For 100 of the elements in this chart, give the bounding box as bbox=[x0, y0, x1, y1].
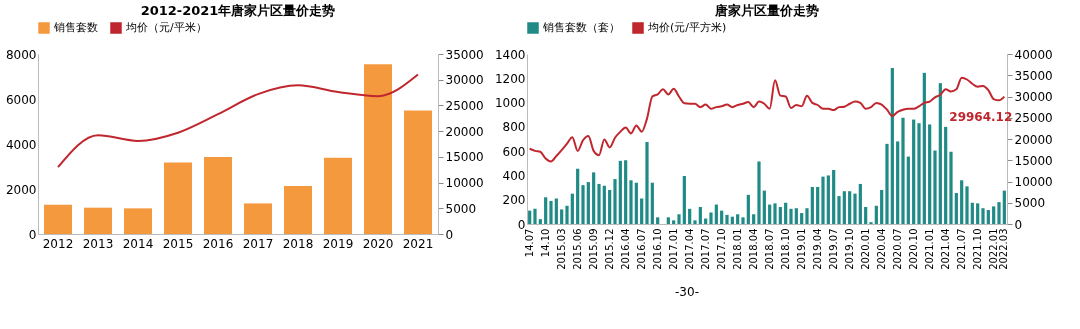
bar bbox=[746, 194, 750, 224]
bar bbox=[800, 213, 804, 224]
x-tick-label: 2021.04 bbox=[939, 228, 951, 270]
bar bbox=[874, 205, 878, 224]
bar bbox=[837, 196, 841, 224]
x-tick-label: 2020.10 bbox=[907, 228, 919, 270]
y2-tick-label: 15000 bbox=[445, 150, 484, 165]
x-tick-label: 2020 bbox=[362, 236, 394, 251]
legend-label: 均价（元/平米） bbox=[125, 21, 207, 34]
bar bbox=[848, 191, 852, 224]
x-tick-label: 2018 bbox=[282, 236, 314, 251]
bar bbox=[629, 180, 633, 224]
bar bbox=[560, 209, 564, 224]
bar bbox=[688, 208, 692, 224]
bar bbox=[794, 208, 798, 224]
x-tick-label: 2018.01 bbox=[731, 228, 743, 270]
bar bbox=[404, 110, 432, 234]
bar bbox=[714, 204, 718, 224]
x-tick-label: 2015.06 bbox=[571, 228, 583, 270]
bar bbox=[672, 220, 676, 224]
y-tick-label: 600 bbox=[502, 144, 526, 159]
bar bbox=[816, 186, 820, 224]
bar bbox=[965, 186, 969, 224]
bar bbox=[890, 67, 894, 224]
bar bbox=[666, 217, 670, 224]
x-tick-label: 2017.01 bbox=[667, 228, 679, 270]
y-tick-label: 800 bbox=[502, 120, 526, 135]
data-label: 29964.12 bbox=[949, 109, 1013, 124]
bar bbox=[981, 208, 985, 224]
y-tick-label: 8000 bbox=[5, 47, 37, 62]
x-tick-label: 2019.07 bbox=[827, 228, 839, 270]
y-tick-label: 2000 bbox=[5, 182, 37, 197]
bar bbox=[597, 183, 601, 224]
x-tick-label: 2017 bbox=[242, 236, 274, 251]
x-tick-label: 2014 bbox=[122, 236, 154, 251]
bar bbox=[592, 172, 596, 224]
y2-tick-label: 5000 bbox=[445, 201, 477, 216]
line-series bbox=[57, 73, 419, 169]
bar bbox=[986, 210, 990, 224]
x-tick-label: 2020.01 bbox=[859, 228, 871, 270]
legend-label: 均价(元/平方米) bbox=[647, 21, 727, 34]
bar bbox=[602, 185, 606, 224]
bar bbox=[720, 210, 724, 224]
bar bbox=[570, 193, 574, 224]
bar bbox=[992, 206, 996, 224]
y-tick-label: 1200 bbox=[494, 71, 526, 86]
bar bbox=[608, 190, 612, 224]
y-tick-label: 0 bbox=[28, 227, 37, 242]
bar bbox=[586, 182, 590, 224]
bar bbox=[364, 64, 392, 234]
bar bbox=[528, 210, 532, 224]
bar bbox=[533, 208, 537, 224]
bar bbox=[709, 212, 713, 224]
bar bbox=[832, 169, 836, 224]
bar bbox=[554, 198, 558, 224]
bar bbox=[741, 217, 745, 224]
x-tick-label: 2018.04 bbox=[747, 228, 759, 270]
bar bbox=[912, 119, 916, 224]
bar bbox=[928, 124, 932, 224]
bar bbox=[581, 185, 585, 224]
bar bbox=[752, 214, 756, 224]
x-tick-label: 2021.01 bbox=[923, 228, 935, 270]
y2-tick-label: 40000 bbox=[1014, 47, 1053, 62]
bar bbox=[970, 202, 974, 224]
bar bbox=[810, 186, 814, 224]
bar bbox=[757, 161, 761, 224]
y-tick-label: 6000 bbox=[5, 92, 37, 107]
bar bbox=[864, 207, 868, 224]
x-tick-label: 2020.04 bbox=[875, 228, 887, 270]
bar bbox=[565, 205, 569, 224]
x-tick-label: 2017.04 bbox=[683, 228, 695, 270]
x-tick-label: 2019.04 bbox=[811, 228, 823, 270]
bar bbox=[677, 214, 681, 224]
bar bbox=[842, 191, 846, 224]
bar bbox=[624, 160, 628, 224]
bar bbox=[789, 208, 793, 224]
bar bbox=[640, 198, 644, 224]
x-tick-label: 2015 bbox=[162, 236, 194, 251]
bar bbox=[805, 208, 809, 224]
bar bbox=[778, 207, 782, 224]
legend-label: 销售套数（套） bbox=[542, 21, 620, 34]
bar bbox=[634, 182, 638, 224]
y-tick-label: 1000 bbox=[494, 96, 526, 111]
bar bbox=[853, 193, 857, 224]
bar bbox=[682, 176, 686, 224]
x-tick-label: 2019 bbox=[322, 236, 354, 251]
y2-tick-label: 25000 bbox=[1014, 111, 1053, 126]
bar bbox=[544, 197, 548, 224]
y2-tick-label: 35000 bbox=[1014, 68, 1053, 83]
bar bbox=[124, 208, 152, 234]
x-tick-label: 2018.10 bbox=[779, 228, 791, 270]
bar bbox=[613, 179, 617, 224]
bar bbox=[922, 72, 926, 224]
bar bbox=[549, 200, 553, 224]
bar bbox=[576, 168, 580, 224]
bar bbox=[773, 203, 777, 224]
x-tick-label: 2012 bbox=[42, 236, 74, 251]
x-tick-label: 2021.07 bbox=[955, 228, 967, 270]
x-tick-label: 2016.04 bbox=[619, 228, 631, 270]
x-tick-label: 2021 bbox=[402, 236, 434, 251]
